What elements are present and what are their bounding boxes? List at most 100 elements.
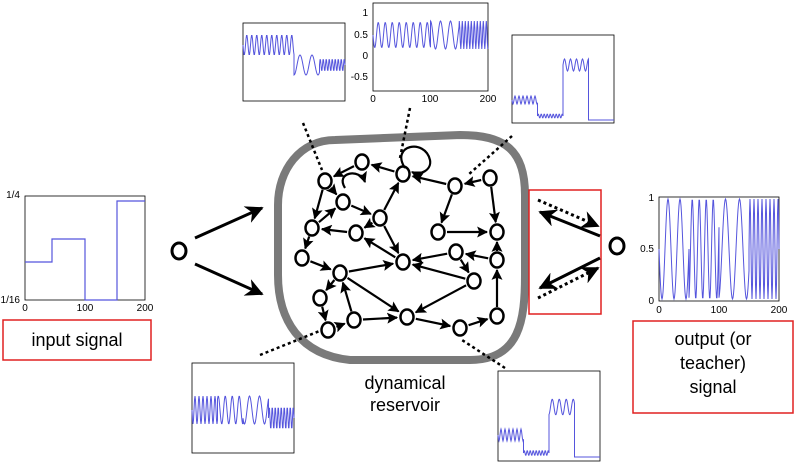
output-arrow-lower [538,256,601,290]
reservoir-connection [363,217,376,229]
reservoir-connection [463,176,482,187]
top-plot-xtick: 0 [370,94,376,105]
reservoir-neuron [448,243,464,261]
reservoir-neuron [335,193,351,211]
neuron-activation-plot-top-right [511,34,615,124]
output-plot-xtick: 200 [771,305,788,316]
reservoir-neuron [489,251,505,269]
output-plot-ytick: 0.5 [640,244,654,255]
reservoir-label-line2: reservoir [370,395,440,415]
reservoir-connection [325,279,337,292]
reservoir-connection [348,260,395,273]
reservoir-connection [318,207,337,224]
reservoir-neuron [348,224,364,242]
reservoir-connection [468,316,489,328]
reservoir-connection [350,204,372,216]
reservoir-connection [415,317,452,330]
reservoir-connection [333,322,346,333]
reservoir-neuron [452,319,468,337]
reservoir-neuron [489,307,505,325]
reservoir-neuron [466,272,482,290]
reservoir-label-line1: dynamical [364,373,445,393]
input-arrow-lower [194,262,264,296]
output-neuron [608,236,626,256]
reservoir-connection [411,173,447,186]
reservoir-connection [332,165,355,178]
feedback-arrow-upper [537,198,600,228]
self-loop [400,145,432,182]
output-plot-xtick: 0 [656,305,662,316]
input-plot-xtick: 0 [22,303,28,314]
reservoir-connection [303,236,314,250]
output-arrow-upper [538,209,601,238]
neuron-activation-plot-top-left [242,22,346,102]
reservoir-neuron [395,253,411,271]
leader-lines [259,107,513,370]
top-plot-ytick: 0 [362,51,368,62]
reservoir-neuron [346,311,362,329]
neuron-activation-plot-bottom-right [497,370,601,462]
reservoir-neuron [489,223,505,241]
reservoir-neuron [332,264,348,282]
neuron-activation-plot-bottom-left [191,362,295,454]
reservoir-neuron [447,177,463,195]
reservoir-neuron [354,153,370,171]
reservoir-neuron [320,321,336,339]
reservoir-connection [346,276,400,313]
feedback-arrow-lower [537,266,600,300]
reservoir-connection [383,225,400,255]
reservoir-neuron [312,289,328,307]
reservoir-connection [414,284,467,314]
top-plot-ytick: 0.5 [354,30,368,41]
reservoir-border [274,130,529,364]
reservoir-neuron [294,249,310,267]
reservoir-connection [363,237,396,259]
reservoir-neuron [430,223,446,241]
reservoir-neuron [399,308,415,326]
input-signal-plot: 1/4 1/16 0 100 200 [1,190,154,314]
reservoir-connection [340,281,353,312]
reservoir-connection [370,162,395,173]
reservoir-connection [312,189,324,220]
reservoir-connection [320,224,348,236]
reservoir-neuron [372,209,388,227]
reservoir-connection [488,186,500,224]
readout-highlight-box [528,189,602,315]
input-plot-xtick: 200 [137,303,154,314]
reservoir-connection [458,259,470,274]
input-plot-xtick: 100 [77,303,94,314]
top-plot-xtick: 100 [422,94,439,105]
reservoir-connection [309,260,332,271]
reservoir-connection [464,250,489,262]
top-plot-ytick: -0.5 [351,72,369,83]
input-plot-ytick-bottom: 1/16 [1,295,21,306]
input-neuron [170,241,188,261]
reservoir-neuron [482,169,498,187]
reservoir-connection [411,261,466,280]
reservoir-neuron [395,165,411,183]
reservoir-connection [383,181,400,211]
self-loop-2 [341,170,367,189]
output-signal-plot: 1 0.5 0 0 100 200 [640,193,788,316]
input-label-box [2,319,152,361]
output-plot-xtick: 100 [711,305,728,316]
output-label-line3: signal [689,377,736,397]
output-label-line1: output (or [674,329,751,349]
neuron-activation-plot-top: 1 0.5 0 -0.5 0 100 200 [351,2,497,105]
top-plot-ytick: 1 [362,8,368,19]
input-arrow-upper [194,206,264,240]
input-signal-label: input signal [31,330,122,350]
output-plot-ytick: 0 [648,296,654,307]
reservoir-connection [317,306,329,322]
reservoir-connection [325,183,338,196]
reservoir-connection [411,252,448,264]
input-plot-ytick-top: 1/4 [6,190,20,201]
reservoir-connection [362,312,399,324]
top-plot-xtick: 200 [480,94,497,105]
reservoir-neuron [317,172,333,190]
output-label-box [632,320,794,414]
reservoir-neuron [304,219,320,237]
reservoir-connection [439,194,453,224]
output-label-line2: teacher) [680,353,746,373]
